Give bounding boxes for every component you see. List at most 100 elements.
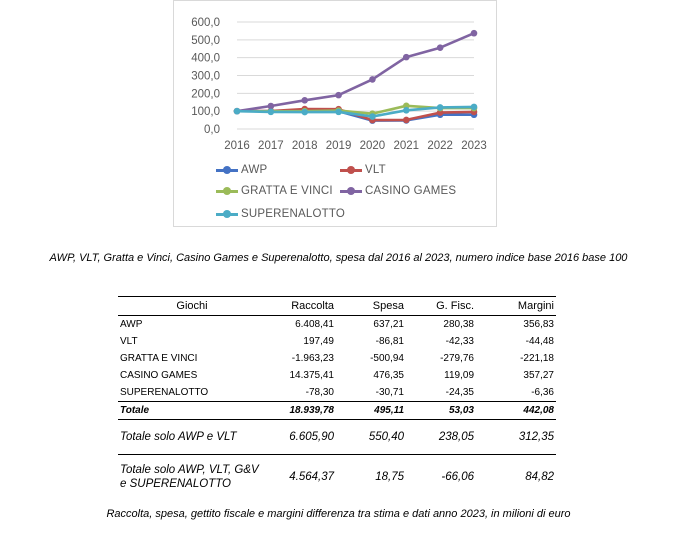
total-row: Totale 18.939,78 495,11 53,03 442,08 (118, 401, 556, 420)
total-raccolta: 18.939,78 (266, 401, 336, 420)
cell-raccolta: 14.375,41 (289, 370, 335, 381)
table-row: CASINO GAMES 14.375,41 476,35 119,09 357… (118, 367, 556, 384)
data-point-4-4 (369, 113, 376, 120)
total-awp-vlt-g-fisc: 238,05 (406, 419, 476, 455)
cell-spesa: -500,94 (370, 353, 404, 364)
y-tick-label: 400,0 (191, 53, 220, 65)
total-awp-vlt-label: Totale solo AWP e VLT (118, 419, 266, 455)
series-line-4 (236, 105, 475, 118)
data-point-3-2 (301, 96, 309, 104)
data-point-3-7 (470, 29, 478, 37)
data-point-1-5 (402, 116, 410, 124)
table-row: AWP 6.408,41 637,21 280,38 356,83 (118, 316, 556, 334)
cell-spesa: -30,71 (375, 387, 404, 398)
total-awp-vlt-gv-se-raccolta: 4.564,37 (289, 471, 334, 483)
y-tick-label: 200,0 (191, 88, 220, 100)
cell-spesa: 637,21 (373, 319, 404, 330)
legend-marker-casino-games (340, 184, 362, 198)
x-tick-label: 2022 (427, 140, 453, 152)
legend-marker-gratta-e-vinci (216, 184, 238, 198)
total-awp-vlt-spesa: 550,40 (336, 419, 406, 455)
cell-g-fisc: -24,35 (445, 387, 474, 398)
data-point-3-1 (267, 102, 275, 110)
cell-margini: -44,48 (525, 336, 554, 347)
legend-item-casino-games: CASINO GAMES (340, 184, 456, 198)
cell-raccolta: 197,49 (303, 336, 334, 347)
header-spesa: Spesa (336, 296, 406, 316)
y-tick-label: 100,0 (191, 106, 220, 118)
cell-raccolta: 6.408,41 (295, 319, 334, 330)
cell-name: AWP (120, 319, 143, 330)
cell-margini: -6,36 (531, 387, 554, 398)
line-chart: 0,0 100,0 200,0 300,0 400,0 500,0 600,0 2016 201… (191, 17, 487, 152)
legend-label-superenalotto: SUPERENALOTTO (241, 208, 345, 220)
cell-g-fisc: -279,76 (440, 353, 474, 364)
header-margini: Margini (476, 296, 556, 316)
y-tick-label: 300,0 (191, 71, 220, 83)
total-spesa: 495,11 (336, 401, 406, 420)
total-awp-vlt-raccolta: 6.605,90 (266, 419, 336, 455)
table-row: GRATTA E VINCI -1.963,23 -500,94 -279,76… (118, 350, 556, 367)
cell-margini: 356,83 (523, 319, 554, 330)
total-awp-vlt-gv-se-g-fisc: -66,06 (441, 471, 474, 483)
table-row: SUPERENALOTTO -78,30 -30,71 -24,35 -6,36 (118, 384, 556, 402)
data-point-3-3 (335, 91, 342, 99)
legend-marker-awp (216, 163, 238, 177)
total-awp-vlt-gv-se-row: Totale solo AWP, VLT, G&V e SUPERENALOTT… (118, 455, 556, 500)
x-tick-label: 2017 (258, 140, 284, 152)
y-tick-label: 500,0 (191, 35, 220, 47)
total-label: Totale (118, 401, 266, 420)
total-awp-vlt-margini: 312,35 (476, 419, 556, 455)
total-awp-vlt-gv-se-spesa: 18,75 (375, 471, 404, 483)
cell-name: CASINO GAMES (120, 370, 198, 381)
cell-g-fisc: -42,33 (445, 336, 474, 347)
table-header-row: Giochi Raccolta Spesa G. Fisc. Margini (118, 296, 556, 316)
data-point-4-1 (267, 108, 275, 116)
cell-margini: -221,18 (520, 353, 554, 364)
cell-name: GRATTA E VINCI (120, 353, 198, 364)
x-tick-label: 2023 (461, 140, 487, 152)
legend-marker-superenalotto (216, 207, 238, 221)
data-point-3-6 (436, 44, 444, 51)
x-tick-label: 2016 (224, 140, 250, 152)
total-margini: 442,08 (476, 401, 556, 420)
data-point-4-7 (470, 103, 478, 111)
series-line-3 (236, 32, 475, 113)
cell-g-fisc: 280,38 (443, 319, 474, 330)
cell-name: VLT (120, 336, 138, 347)
cell-g-fisc: 119,09 (444, 370, 474, 381)
chart-panel: 0,0 100,0 200,0 300,0 400,0 500,0 600,0 2016 201… (173, 0, 497, 227)
chart-caption: AWP, VLT, Gratta e Vinci, Casino Games e… (49, 252, 628, 264)
legend-label-casino-games: CASINO GAMES (365, 185, 457, 197)
x-tick-label: 2019 (326, 140, 352, 152)
header-raccolta: Raccolta (266, 296, 336, 316)
total-awp-vlt-gv-se-margini: 84,82 (525, 471, 554, 483)
cell-margini: 357,27 (523, 370, 554, 381)
cell-spesa: 476,35 (373, 370, 404, 381)
x-tick-label: 2021 (393, 140, 419, 152)
total-g-fisc: 53,03 (406, 401, 476, 420)
x-tick-label: 2020 (360, 140, 386, 152)
data-point-4-5 (402, 106, 410, 114)
cell-name: SUPERENALOTTO (120, 387, 209, 398)
y-tick-label: 0,0 (204, 124, 220, 136)
cell-raccolta: -1.963,23 (291, 353, 334, 364)
data-point-4-0 (233, 107, 241, 115)
header-giochi: Giochi (118, 296, 266, 316)
data-point-3-4 (369, 76, 376, 83)
data-table: Giochi Raccolta Spesa G. Fisc. Margini A… (118, 296, 556, 499)
table-row: VLT 197,49 -86,81 -42,33 -44,48 (118, 333, 556, 350)
legend-marker-vlt (340, 163, 362, 177)
y-tick-label: 600,0 (191, 17, 220, 29)
data-point-4-2 (301, 108, 309, 116)
cell-spesa: -86,81 (375, 336, 404, 347)
legend-label-vlt: VLT (365, 164, 386, 176)
total-awp-vlt-row: Totale solo AWP e VLT 6.605,90 550,40 23… (118, 419, 556, 455)
data-point-3-5 (402, 53, 410, 61)
data-point-4-6 (436, 104, 444, 111)
legend-item-gratta-e-vinci: GRATTA E VINCI (216, 184, 333, 198)
total-awp-vlt-gv-se-label: Totale solo AWP, VLT, G&V e SUPERENALOTT… (120, 464, 259, 490)
data-point-4-3 (335, 108, 342, 116)
x-tick-label: 2018 (292, 140, 318, 152)
legend-item-vlt: VLT (340, 163, 386, 177)
